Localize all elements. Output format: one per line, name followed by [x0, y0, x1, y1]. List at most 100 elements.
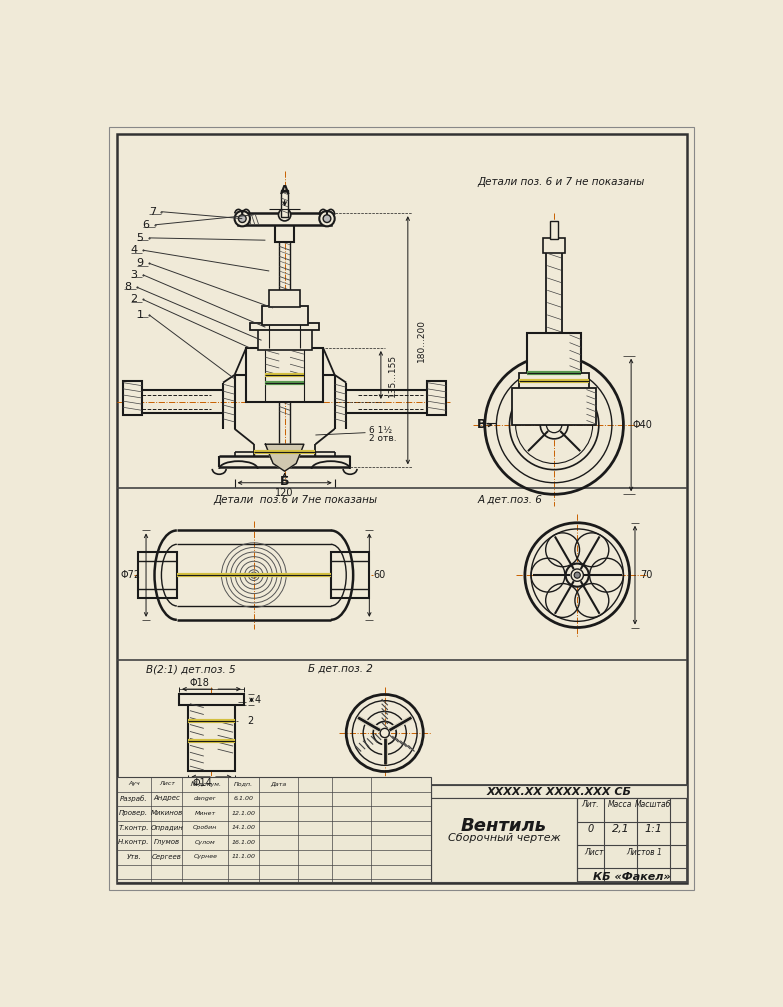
Text: Микинов: Микинов	[150, 810, 183, 816]
Bar	[431, 799, 577, 882]
Text: Масштаб: Масштаб	[635, 801, 672, 809]
Circle shape	[239, 214, 246, 223]
Text: A дет.поз. 6: A дет.поз. 6	[477, 494, 542, 505]
Bar	[117, 776, 431, 882]
Text: 7: 7	[149, 206, 156, 217]
Text: 3: 3	[130, 270, 137, 280]
Text: Φ18: Φ18	[190, 678, 210, 688]
Text: 70: 70	[640, 570, 653, 580]
Text: Дата: Дата	[270, 781, 287, 786]
Text: 4: 4	[254, 695, 261, 705]
Circle shape	[565, 564, 589, 587]
Bar	[189, 702, 235, 771]
Bar	[512, 388, 597, 425]
Text: № докум.: № докум.	[189, 781, 221, 786]
Bar	[547, 252, 562, 359]
Text: Сурнее: Сурнее	[193, 855, 218, 859]
Text: Сулом: Сулом	[195, 840, 215, 845]
Text: Минет: Минет	[195, 811, 216, 816]
Text: Б: Б	[280, 474, 290, 487]
Text: A: A	[280, 183, 290, 196]
Bar	[543, 238, 565, 254]
Text: Подп.: Подп.	[234, 781, 254, 786]
Text: 60: 60	[373, 570, 385, 580]
Text: Лит.: Лит.	[582, 801, 599, 809]
Text: 6: 6	[143, 220, 150, 230]
Bar	[246, 348, 323, 402]
Text: XXXX.XX XXXX.XXX СБ: XXXX.XX XXXX.XXX СБ	[486, 786, 631, 797]
Bar	[550, 221, 558, 240]
Circle shape	[235, 210, 250, 227]
Circle shape	[252, 574, 255, 577]
Text: B(2:1) дет.поз. 5: B(2:1) дет.поз. 5	[146, 664, 236, 674]
Text: 6.1.00: 6.1.00	[234, 796, 254, 801]
Bar	[431, 784, 687, 882]
Bar	[331, 552, 370, 598]
Text: 5: 5	[136, 233, 143, 243]
Text: 16.1.00: 16.1.00	[232, 840, 256, 845]
Text: 9: 9	[136, 258, 143, 268]
Text: 0: 0	[587, 825, 594, 834]
Text: Листов 1: Листов 1	[626, 848, 662, 857]
Text: danger: danger	[194, 796, 217, 801]
Circle shape	[540, 411, 568, 439]
Text: 180...200: 180...200	[417, 319, 426, 362]
Bar	[123, 381, 143, 415]
Text: Масса: Масса	[608, 801, 633, 809]
Text: Детали  поз.6 и 7не показаны: Детали поз.6 и 7не показаны	[214, 494, 378, 505]
Text: 2 отв.: 2 отв.	[370, 434, 397, 443]
Bar	[250, 322, 319, 330]
Circle shape	[323, 214, 331, 223]
Text: 4: 4	[130, 245, 137, 255]
Text: Φ72: Φ72	[121, 570, 141, 580]
Text: Н.контр.: Н.контр.	[118, 839, 150, 845]
Bar	[281, 190, 288, 218]
Polygon shape	[265, 444, 304, 471]
Text: Сробин: Сробин	[193, 825, 218, 830]
Text: Лист: Лист	[159, 781, 175, 786]
Text: Сергеев: Сергеев	[152, 854, 182, 860]
Text: КБ «Факел»: КБ «Факел»	[593, 872, 671, 882]
Text: Утв.: Утв.	[126, 854, 141, 860]
Text: Б дет.поз. 2: Б дет.поз. 2	[308, 664, 373, 674]
Text: 135...155: 135...155	[388, 353, 397, 397]
Text: 2: 2	[130, 294, 137, 304]
Text: Андрес: Андрес	[153, 796, 180, 802]
Bar	[258, 328, 312, 350]
Text: Детали поз. 6 и 7 не показаны: Детали поз. 6 и 7 не показаны	[477, 177, 644, 187]
Text: 1: 1	[136, 310, 143, 320]
Bar	[239, 213, 331, 225]
Bar	[179, 695, 244, 705]
Bar	[262, 306, 308, 325]
Circle shape	[279, 208, 290, 221]
Circle shape	[319, 210, 334, 227]
Text: 2,1: 2,1	[612, 825, 630, 834]
Text: Т.контр.: Т.контр.	[118, 825, 149, 831]
Text: Φ14: Φ14	[193, 778, 212, 788]
Bar	[527, 332, 581, 375]
Circle shape	[574, 572, 580, 578]
Text: B: B	[477, 419, 486, 431]
Bar	[427, 381, 446, 415]
Text: 8: 8	[124, 282, 131, 292]
Bar	[519, 374, 589, 389]
Text: 12.1.00: 12.1.00	[232, 811, 256, 816]
Text: 6 1½: 6 1½	[370, 426, 392, 435]
Text: Провер.: Провер.	[119, 810, 148, 816]
Text: Опрадин: Опрадин	[150, 825, 183, 831]
Bar	[276, 223, 294, 242]
Circle shape	[380, 728, 389, 737]
Bar	[139, 552, 177, 598]
Text: 120: 120	[276, 487, 294, 497]
Text: Φ40: Φ40	[633, 420, 652, 430]
Text: Ауч: Ауч	[128, 781, 139, 786]
Text: Разраб.: Разраб.	[120, 795, 147, 802]
Bar	[431, 784, 687, 799]
Text: Вентиль: Вентиль	[461, 817, 547, 835]
Text: 2: 2	[247, 716, 253, 726]
Text: 11.1.00: 11.1.00	[232, 855, 256, 859]
Text: Лист: Лист	[584, 848, 604, 857]
Text: Сборочный чертеж: Сборочный чертеж	[448, 834, 561, 844]
Bar	[269, 290, 300, 307]
Text: 1:1: 1:1	[644, 825, 662, 834]
